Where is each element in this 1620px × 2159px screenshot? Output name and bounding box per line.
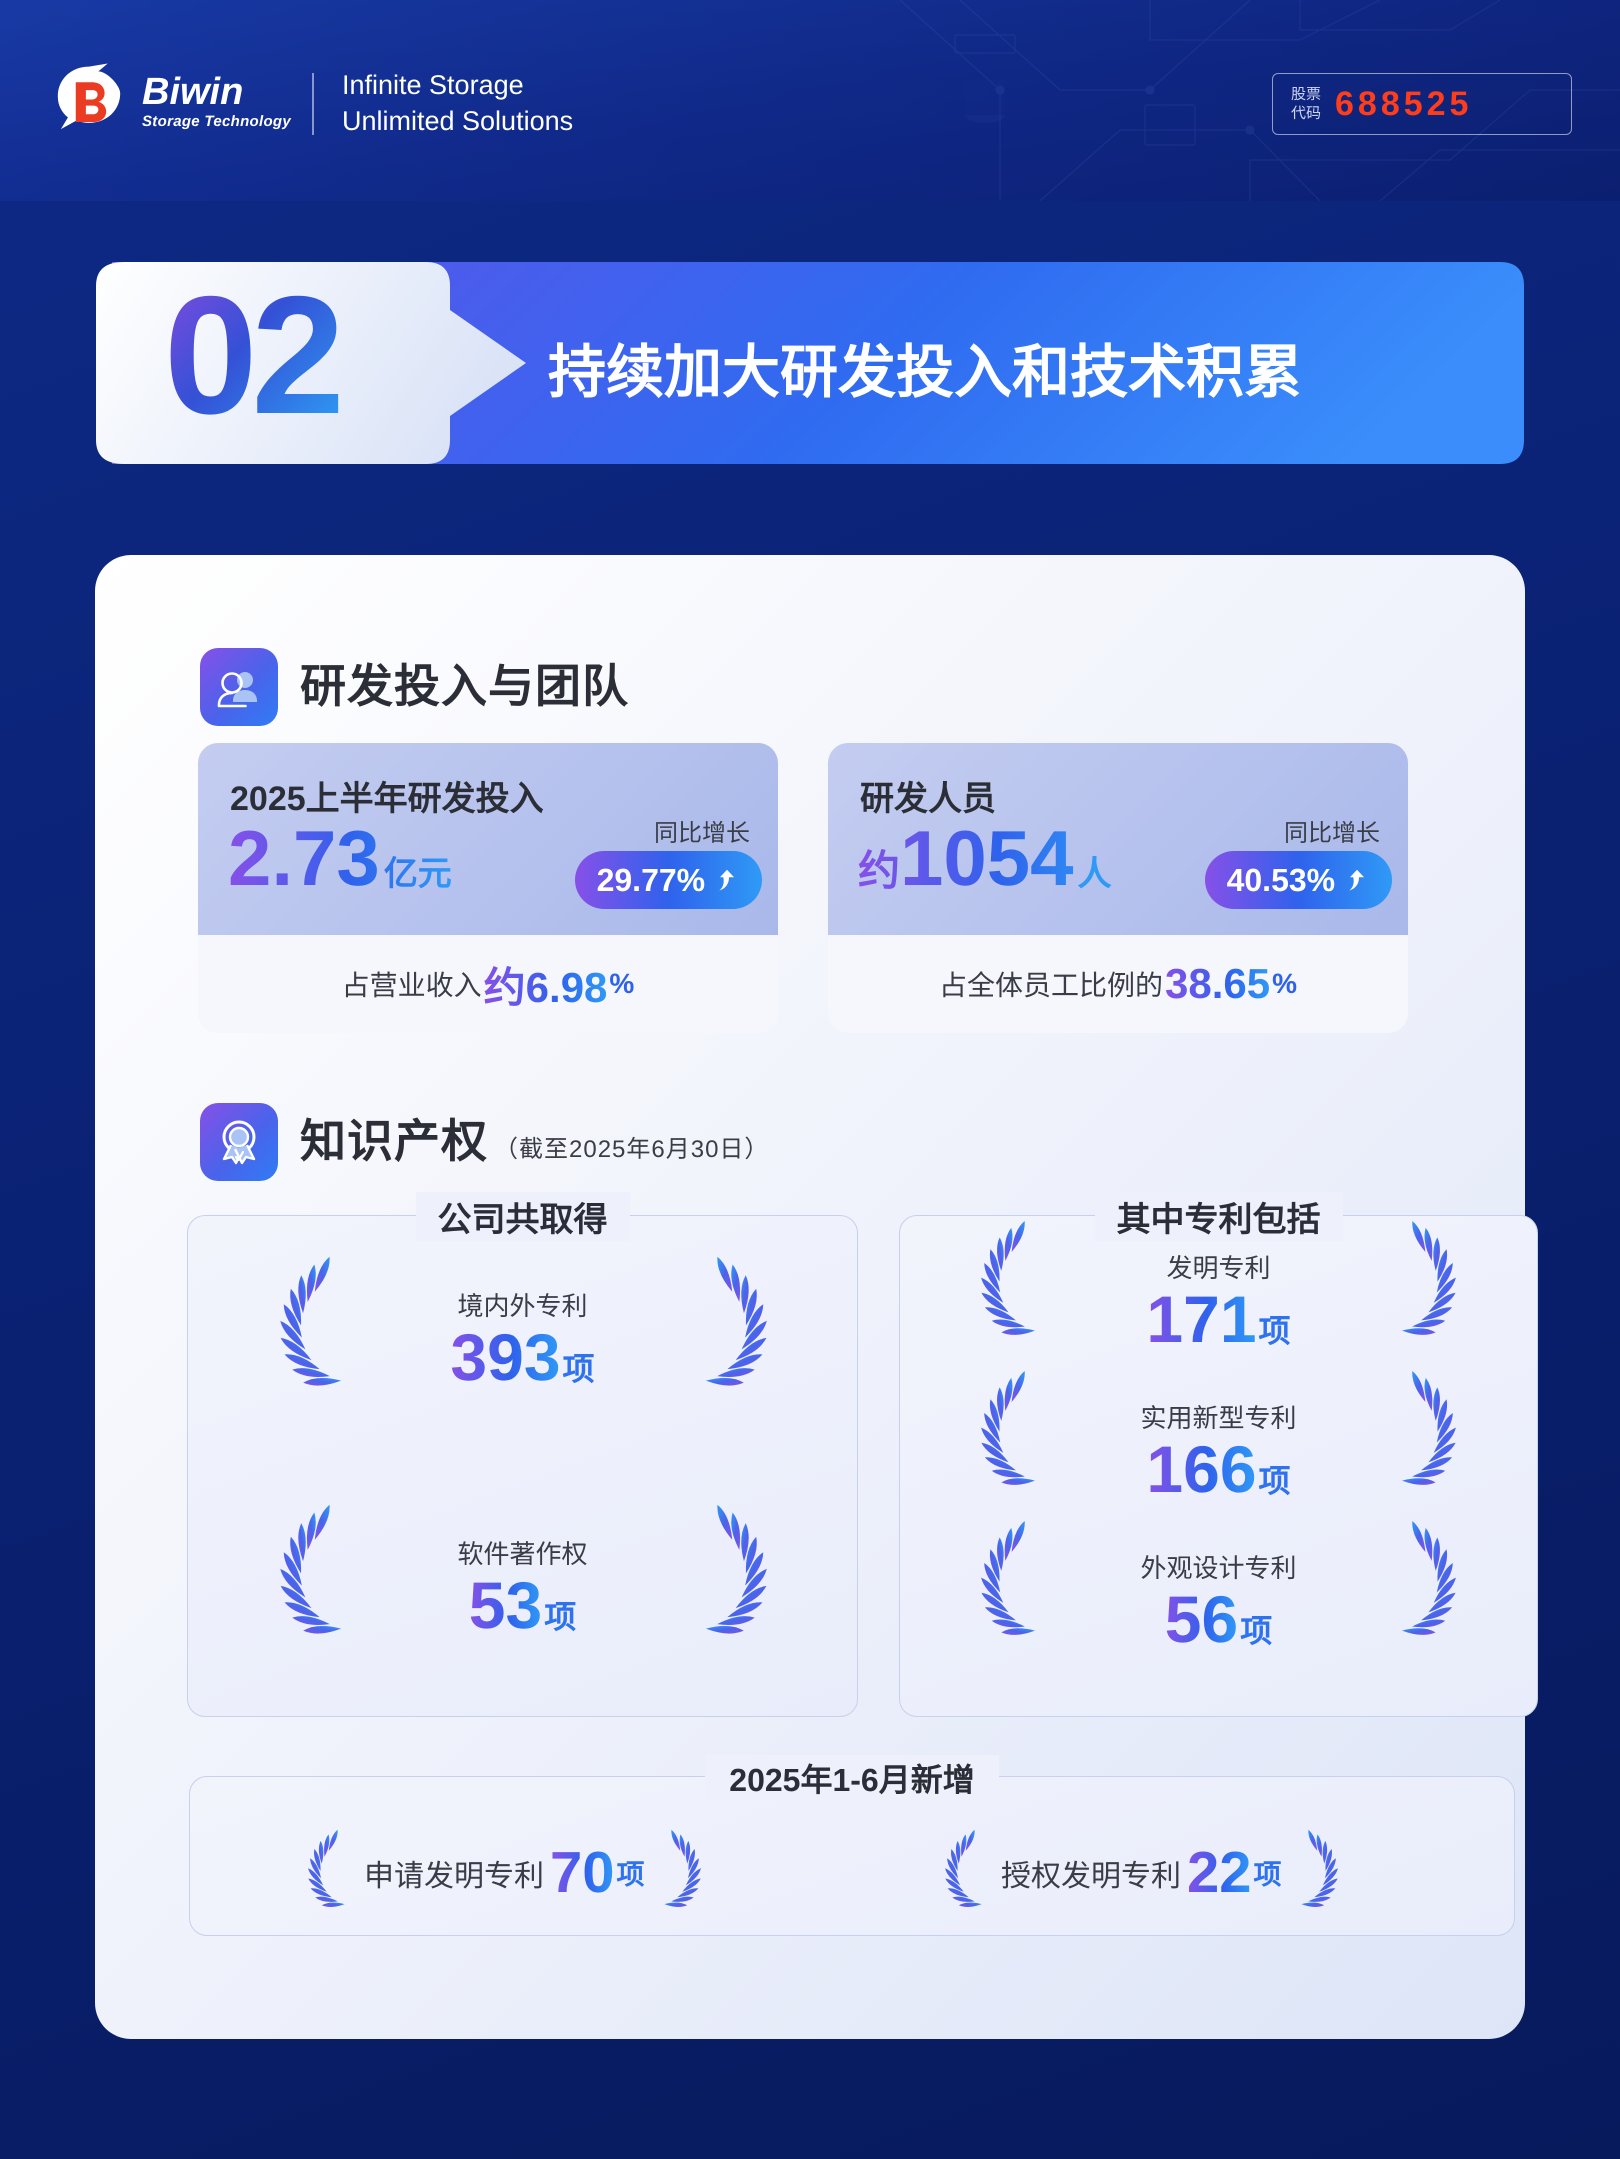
svg-text:02: 02 (164, 262, 339, 449)
svg-text:持续加大研发投入和技术积累: 持续加大研发投入和技术积累 (548, 340, 1302, 405)
